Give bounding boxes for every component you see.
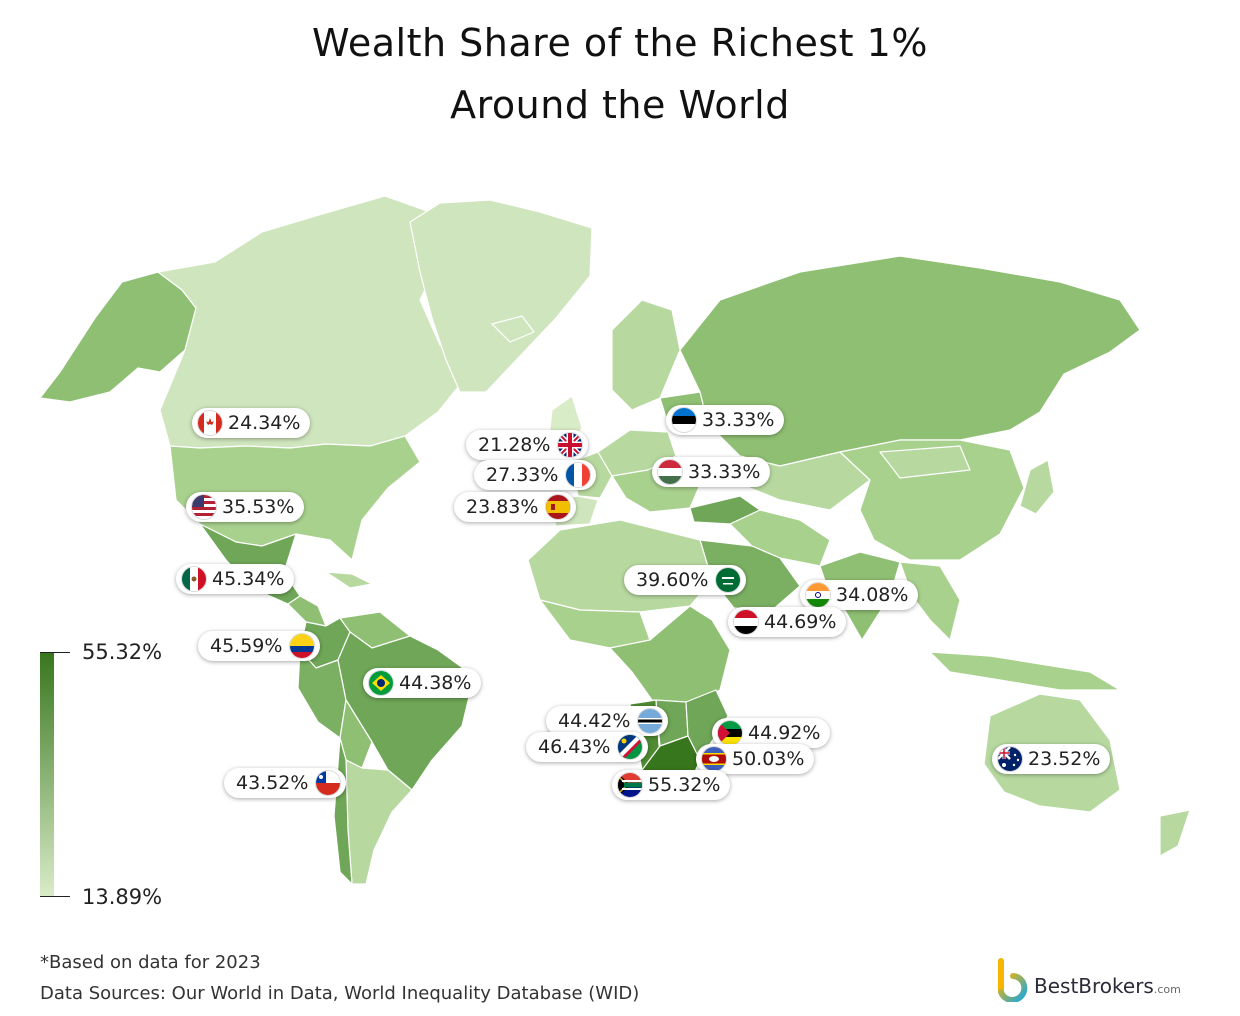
china-region xyxy=(839,439,1025,561)
label-india-value: 34.08% xyxy=(836,584,909,606)
canada-flag-icon xyxy=(198,411,222,435)
label-australia-value: 23.52% xyxy=(1028,748,1101,770)
title-line-2: Around the World xyxy=(450,83,790,127)
label-namibia-value: 46.43% xyxy=(538,736,611,758)
label-saudi-arabia-value: 39.60% xyxy=(636,569,709,591)
label-eswatini-value: 50.03% xyxy=(732,748,805,770)
label-south-africa: 55.32% xyxy=(612,770,731,800)
chile-flag-icon xyxy=(316,771,341,795)
label-colombia-value: 45.59% xyxy=(210,635,283,657)
label-india: 34.08% xyxy=(800,580,919,610)
label-uk-value: 21.28% xyxy=(478,434,551,456)
south-africa-flag-icon xyxy=(618,773,642,797)
legend-color-scale xyxy=(40,652,54,896)
mozambique-flag-icon xyxy=(718,721,742,745)
usa-flag-icon xyxy=(192,495,216,519)
label-mexico-value: 45.34% xyxy=(212,568,285,590)
label-botswana: 44.42% xyxy=(546,706,669,736)
legend-min-label: 13.89% xyxy=(82,885,163,909)
label-estonia-value: 33.33% xyxy=(702,409,775,431)
label-brazil: 44.38% xyxy=(363,668,482,698)
label-usa-value: 35.53% xyxy=(222,496,295,518)
legend-max-label: 55.32% xyxy=(82,640,163,664)
label-mexico: 45.34% xyxy=(176,564,295,594)
brand-name: BestBrokers.com xyxy=(1034,974,1181,998)
label-chile: 43.52% xyxy=(224,768,347,798)
colombia-flag-icon xyxy=(290,634,315,658)
title-line-1: Wealth Share of the Richest 1% xyxy=(312,21,928,65)
brand-logo: BestBrokers.com xyxy=(996,956,1216,1004)
label-france-value: 27.33% xyxy=(486,464,559,486)
namibia-flag-icon xyxy=(618,735,643,759)
scandinavia-region xyxy=(611,299,681,411)
label-yemen: 44.69% xyxy=(728,607,847,637)
map-title: Wealth Share of the Richest 1% Around th… xyxy=(0,12,1240,136)
india-flag-icon xyxy=(806,583,830,607)
label-eswatini: 50.03% xyxy=(696,744,815,774)
label-canada: 24.34% xyxy=(192,408,311,438)
bestbrokers-logo-icon xyxy=(998,958,1028,1002)
label-chile-value: 43.52% xyxy=(236,772,309,794)
label-colombia: 45.59% xyxy=(198,631,321,661)
japan-region xyxy=(1019,459,1055,515)
botswana-flag-icon xyxy=(638,709,663,733)
brand-suffix: .com xyxy=(1153,983,1181,996)
australia-flag-icon xyxy=(998,747,1022,771)
brazil-flag-icon xyxy=(369,671,393,695)
label-brazil-value: 44.38% xyxy=(399,672,472,694)
label-botswana-value: 44.42% xyxy=(558,710,631,732)
caribbean-region xyxy=(325,571,373,589)
mexico-flag-icon xyxy=(182,567,206,591)
central-america-region xyxy=(287,595,327,627)
new-zealand-region xyxy=(1159,809,1191,857)
uk-flag-icon xyxy=(558,433,583,457)
yemen-flag-icon xyxy=(734,610,758,634)
mongolia-region xyxy=(879,445,971,479)
label-france: 27.33% xyxy=(474,460,597,490)
central-africa-region xyxy=(609,605,731,705)
legend-tick-min xyxy=(40,896,70,897)
label-canada-value: 24.34% xyxy=(228,412,301,434)
footnote: *Based on data for 2023 xyxy=(40,952,261,973)
label-yemen-value: 44.69% xyxy=(764,611,837,633)
label-estonia: 33.33% xyxy=(666,405,785,435)
legend-tick-max xyxy=(40,652,70,653)
label-australia: 23.52% xyxy=(992,744,1111,774)
data-sources: Data Sources: Our World in Data, World I… xyxy=(40,983,640,1004)
greenland-region xyxy=(409,199,593,393)
label-spain: 23.83% xyxy=(454,492,577,522)
label-mozambique-value: 44.92% xyxy=(748,722,821,744)
label-mozambique: 44.92% xyxy=(712,718,831,748)
france-flag-icon xyxy=(566,463,591,487)
label-namibia: 46.43% xyxy=(526,732,649,762)
spain-flag-icon xyxy=(546,495,571,519)
label-saudi-arabia: 39.60% xyxy=(624,565,747,595)
iceland-region xyxy=(491,315,535,343)
kazakhstan-region xyxy=(739,451,871,511)
label-hungary-value: 33.33% xyxy=(688,461,761,483)
label-uk: 21.28% xyxy=(466,430,589,460)
eswatini-flag-icon xyxy=(702,747,726,771)
saudi-arabia-flag-icon xyxy=(716,568,741,592)
estonia-flag-icon xyxy=(672,408,696,432)
label-south-africa-value: 55.32% xyxy=(648,774,721,796)
label-usa: 35.53% xyxy=(186,492,305,522)
label-hungary: 33.33% xyxy=(652,457,771,487)
hungary-flag-icon xyxy=(658,460,682,484)
indonesia-region xyxy=(929,651,1121,691)
label-spain-value: 23.83% xyxy=(466,496,539,518)
